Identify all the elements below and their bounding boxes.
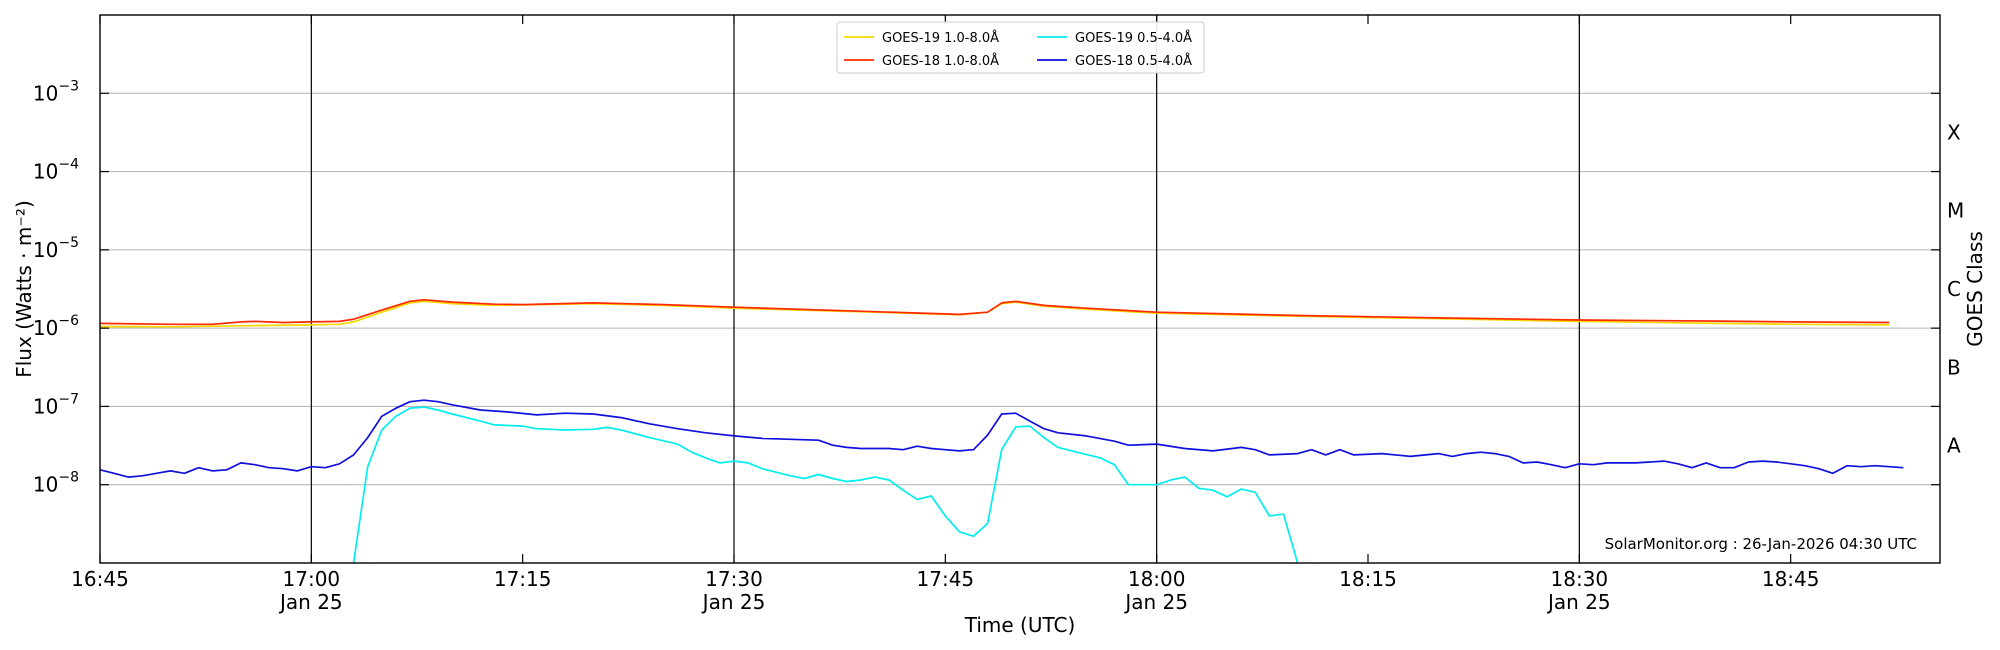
goes-class-labels: A B C M X (1947, 120, 1964, 457)
x-tick-label: 18:15 (1339, 567, 1397, 591)
series-line-3 (99, 399, 1904, 478)
x-tick-label: 18:45 (1762, 567, 1820, 591)
goes-class-label: B (1947, 355, 1961, 379)
y-axis-title: Flux (Watts · m⁻²) (12, 200, 36, 378)
y-tick-label: 10−7 (33, 391, 79, 418)
series-lines (99, 298, 1904, 564)
goes-class-label: X (1947, 120, 1961, 144)
x-tick-label: 17:00 (283, 567, 341, 591)
legend-box (836, 21, 1205, 74)
x-tick-label: 17:30 (705, 567, 763, 591)
right-axis-title: GOES Class (1963, 231, 1987, 347)
goes-class-label: A (1947, 434, 1961, 458)
x-tick-date: Jan 25 (701, 590, 766, 614)
y-tick-label: 10−4 (33, 157, 79, 184)
y-tick-label: 10−6 (33, 313, 79, 340)
x-tick-label: 18:30 (1551, 567, 1609, 591)
day-lines (310, 15, 1580, 563)
y-tick-label: 10−5 (33, 235, 79, 262)
credit-text: SolarMonitor.org : 26-Jan-2026 04:30 UTC (1605, 535, 1917, 553)
x-tick-date: Jan 25 (1546, 590, 1611, 614)
series-line-2 (352, 406, 1299, 564)
x-tick-label: 16:45 (71, 567, 129, 591)
x-axis-title: Time (UTC) (964, 613, 1076, 637)
series-line-1 (99, 298, 1890, 326)
legend: GOES-19 1.0-8.0Å GOES-18 1.0-8.0Å GOES-19 … (836, 21, 1205, 74)
legend-label: GOES-18 1.0-8.0Å (882, 53, 999, 69)
goes-class-label: M (1947, 199, 1964, 223)
x-tick-date: Jan 25 (1123, 590, 1188, 614)
x-tick-date: Jan 25 (278, 590, 343, 614)
grid (100, 92, 1940, 486)
legend-label: GOES-19 1.0-8.0Å (882, 30, 999, 46)
x-tick-label: 17:15 (494, 567, 552, 591)
y-tick-labels: 10−8 10−7 10−6 10−5 10−4 10−3 (33, 78, 79, 496)
goes-class-label: C (1947, 277, 1961, 301)
x-tick-label: 18:00 (1128, 567, 1186, 591)
y-tick-label: 10−3 (33, 78, 79, 105)
y-tick-label: 10−8 (33, 470, 79, 497)
x-tick-label: 17:45 (917, 567, 975, 591)
legend-label: GOES-18 0.5-4.0Å (1075, 53, 1192, 69)
legend-label: GOES-19 0.5-4.0Å (1075, 30, 1192, 46)
ticks (99, 15, 1940, 563)
plot-frame (99, 14, 1941, 564)
